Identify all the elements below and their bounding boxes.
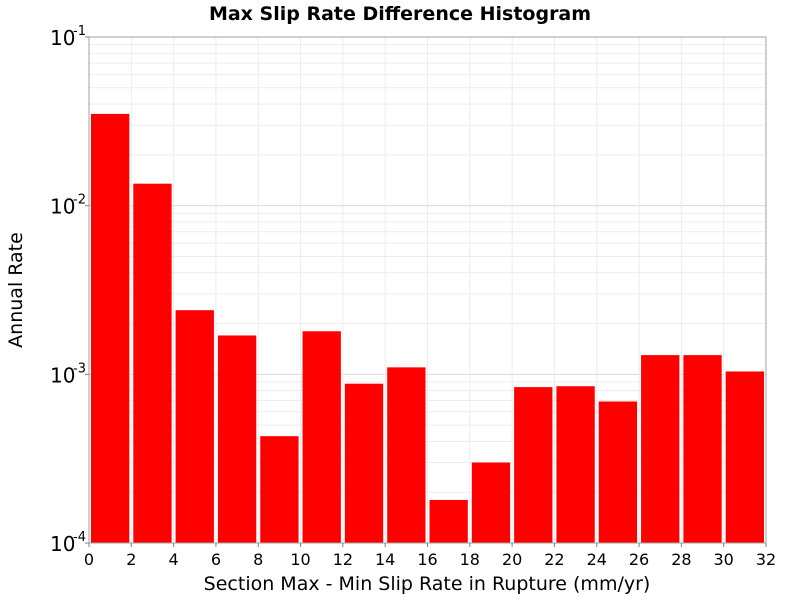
y-tick-exponent: -4 xyxy=(73,530,86,545)
x-axis-label: Section Max - Min Slip Rate in Rupture (… xyxy=(204,573,651,595)
x-tick-label: 22 xyxy=(544,550,564,569)
x-tick-label: 0 xyxy=(84,550,94,569)
x-tick-label: 30 xyxy=(714,550,734,569)
y-axis-label: Annual Rate xyxy=(5,232,27,348)
y-tick-label: 10 xyxy=(50,26,75,50)
y-axis-ticks: 10-410-310-210-1 xyxy=(50,24,89,556)
y-tick-exponent: -2 xyxy=(73,193,86,208)
x-tick-label: 28 xyxy=(671,550,691,569)
bars xyxy=(91,113,764,544)
x-tick-label: 8 xyxy=(253,550,263,569)
x-tick-label: 10 xyxy=(290,550,310,569)
histogram-bar xyxy=(91,113,130,544)
x-tick-label: 4 xyxy=(169,550,179,569)
histogram-bar xyxy=(302,331,341,543)
chart-title: Max Slip Rate Difference Histogram xyxy=(209,3,591,25)
histogram-bar xyxy=(556,386,595,543)
y-tick-label: 10 xyxy=(50,532,75,556)
histogram-bar xyxy=(641,355,680,543)
histogram-bar xyxy=(260,436,299,543)
histogram-bar xyxy=(683,355,722,543)
y-tick-label: 10 xyxy=(50,195,75,219)
x-tick-label: 20 xyxy=(502,550,522,569)
histogram-bar xyxy=(471,462,511,543)
x-tick-label: 2 xyxy=(126,550,136,569)
x-tick-label: 26 xyxy=(629,550,649,569)
histogram-bar xyxy=(387,367,426,543)
x-tick-label: 6 xyxy=(211,550,221,569)
x-axis-ticks: 0 2 4 6 8 10 12 14 16 18 20 22 24 26 28 30 32 xyxy=(84,543,776,569)
y-tick-label: 10 xyxy=(50,363,75,387)
x-tick-label: 24 xyxy=(587,550,607,569)
histogram-bar xyxy=(514,387,553,543)
histogram-bar xyxy=(725,371,764,543)
x-tick-label: 18 xyxy=(460,550,480,569)
x-tick-label: 14 xyxy=(375,550,395,569)
histogram-bar xyxy=(175,310,214,543)
y-tick-exponent: -1 xyxy=(73,24,86,39)
x-tick-label: 32 xyxy=(756,550,776,569)
histogram-bar xyxy=(598,401,638,543)
histogram-bar xyxy=(217,335,257,543)
x-tick-label: 12 xyxy=(333,550,353,569)
histogram-bar xyxy=(429,499,468,543)
histogram-bar xyxy=(133,183,172,543)
x-tick-label: 16 xyxy=(417,550,437,569)
histogram-bar xyxy=(344,383,384,543)
y-tick-exponent: -3 xyxy=(73,361,86,376)
